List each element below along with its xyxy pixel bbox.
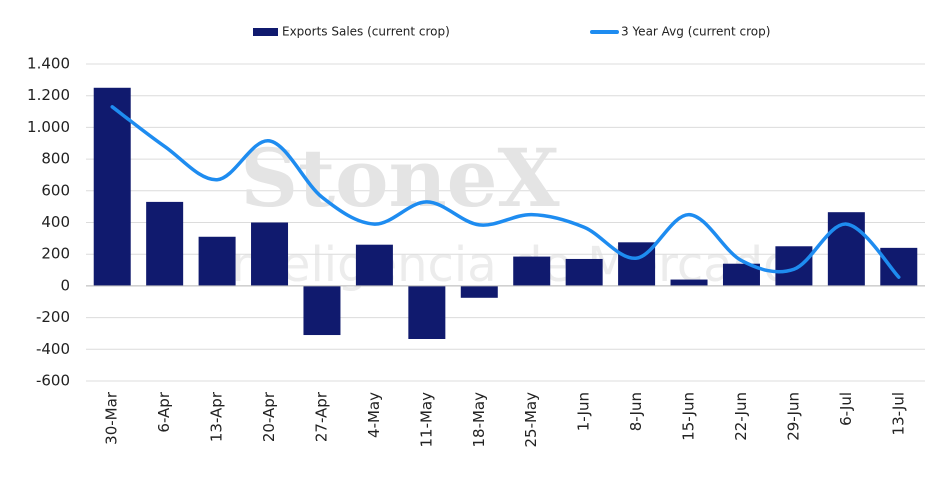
bar [198,236,236,286]
bar [146,201,184,286]
x-tick-label: 20-Apr [260,391,278,442]
y-tick-label: 800 [41,150,70,168]
x-tick-label: 11-May [417,392,435,448]
bar [251,222,289,286]
x-tick-label: 15-Jun [680,392,698,441]
bar [408,285,446,339]
y-tick-label: 0 [60,276,70,294]
bar [93,87,131,286]
x-tick-label: 6-Jul [837,392,855,426]
legend-label: Exports Sales (current crop) [282,25,450,39]
bar [880,247,918,286]
y-tick-label: 1.400 [27,55,70,73]
bar [460,285,498,298]
x-tick-label: 4-May [365,392,383,438]
bar [303,285,341,336]
x-tick-label: 18-May [470,392,488,448]
y-tick-label: 1.200 [27,86,70,104]
x-tick-label: 27-Apr [312,391,330,442]
x-tick-label: 13-Apr [208,391,226,442]
y-tick-label: 200 [41,245,70,263]
x-tick-label: 8-Jun [627,392,645,431]
x-tick-label: 29-Jun [784,392,802,441]
bar [722,263,760,286]
bar [565,258,603,286]
watermark: StoneX [240,131,559,225]
x-tick-label: 6-Apr [155,391,173,432]
x-tick-label: 30-Mar [103,391,121,445]
bar [513,256,551,286]
x-tick-label: 25-May [522,392,540,448]
y-tick-label: -600 [36,372,70,390]
bar [670,279,708,286]
x-tick-label: 1-Jun [575,392,593,431]
y-tick-label: -400 [36,340,70,358]
bar [775,246,813,286]
line [110,105,901,279]
bar [355,244,393,286]
y-tick-label: -200 [36,308,70,326]
y-tick-label: 1.000 [27,118,70,136]
legend-swatch [253,28,278,36]
y-tick-label: 400 [41,213,70,231]
legend-label: 3 Year Avg (current crop) [621,25,770,39]
x-tick-label: 13-Jul [889,392,907,435]
x-tick-label: 22-Jun [732,392,750,441]
y-tick-label: 600 [41,181,70,199]
